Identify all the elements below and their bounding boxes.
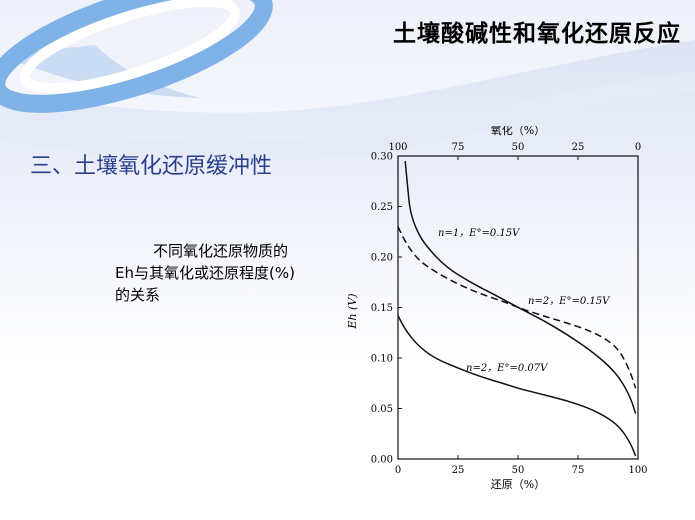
- y-tick-label: 0.00: [371, 455, 393, 466]
- x-tick-label-top: 75: [452, 142, 465, 153]
- series-line-2: [397, 226, 637, 389]
- x-tick-label-bottom: 0: [395, 465, 401, 476]
- x-axis-top-title: 氧化（%）: [491, 126, 545, 137]
- series-label-3: n=2，E°=0.07V: [466, 363, 549, 374]
- series-line-1: [404, 160, 637, 414]
- y-tick-label: 0.10: [371, 354, 393, 365]
- x-tick-label-bottom: 75: [572, 465, 585, 476]
- x-tick-label-top: 50: [512, 142, 525, 153]
- slide-title: 土壤酸碱性和氧化还原反应: [393, 21, 681, 47]
- x-tick-label-top: 25: [572, 142, 585, 153]
- y-tick-label: 0.15: [371, 303, 393, 314]
- x-tick-label-top: 100: [388, 142, 407, 153]
- x-tick-label-bottom: 50: [512, 465, 525, 476]
- decorative-swoosh: [0, 0, 695, 162]
- y-axis-title: Eh (V): [348, 293, 359, 329]
- y-tick-label: 0.30: [371, 152, 393, 163]
- x-tick-label-top: 0: [635, 142, 641, 153]
- y-tick-label: 0.25: [371, 202, 393, 213]
- series-label-1: n=1，E°=0.15V: [438, 228, 521, 239]
- description-text: 不同氧化还原物质的Eh与其氧化或还原程度(%)的关系: [115, 242, 295, 304]
- series-line-3: [397, 315, 637, 457]
- series-label-2: n=2，E°=0.15V: [528, 296, 611, 307]
- x-axis-bottom-title: 还原（%）: [491, 478, 545, 491]
- y-tick-label: 0.20: [371, 253, 393, 264]
- x-tick-label-bottom: 25: [452, 465, 465, 476]
- y-tick-label: 0.05: [371, 404, 393, 415]
- x-tick-label-bottom: 100: [628, 465, 647, 476]
- section-heading: 三、土壤氧化还原缓冲性: [30, 154, 273, 179]
